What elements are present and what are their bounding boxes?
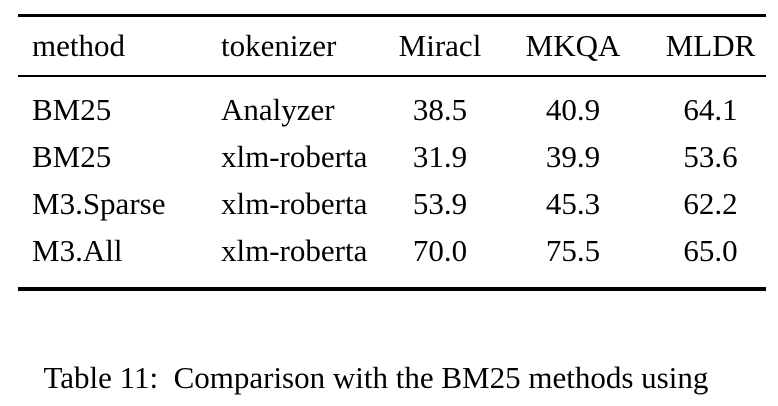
cell-tokenizer: xlm-roberta — [221, 232, 368, 268]
header-cell-miracl: Miracl — [375, 15, 505, 77]
cell-mldr: 62.2 — [683, 185, 738, 221]
cell-method: BM25 — [32, 91, 112, 127]
cell-method: BM25 — [32, 138, 112, 174]
cell-method: M3.All — [32, 232, 123, 268]
caption-line-1: Table 11: Comparison with the BM25 metho… — [43, 360, 709, 395]
cell-mkqa: 75.5 — [545, 232, 601, 268]
header-cell-mkqa: MKQA — [505, 15, 641, 77]
results-table: method tokenizer Miracl MKQA MLDR BM25 A… — [18, 14, 766, 291]
cell-mldr: 65.0 — [683, 232, 738, 268]
cell-mldr: 64.1 — [683, 91, 738, 127]
cell-miracl: 53.9 — [412, 185, 468, 221]
table-row: BM25 xlm-roberta 31.9 39.9 53.6 — [18, 133, 766, 180]
table-header-row: method tokenizer Miracl MKQA MLDR — [18, 15, 766, 77]
cell-method: M3.Sparse — [32, 185, 166, 221]
header-cell-method: method — [18, 15, 207, 77]
cell-miracl: 31.9 — [412, 138, 468, 174]
cell-miracl: 70.0 — [412, 232, 468, 268]
cell-tokenizer: Analyzer — [221, 91, 335, 127]
table-row: M3.All xlm-roberta 70.0 75.5 65.0 — [18, 227, 766, 289]
cell-mldr: 53.6 — [683, 138, 738, 174]
table-row: M3.Sparse xlm-roberta 53.9 45.3 62.2 — [18, 180, 766, 227]
table-row: BM25 Analyzer 38.5 40.9 64.1 — [18, 76, 766, 133]
cell-miracl: 38.5 — [412, 91, 468, 127]
cell-mkqa: 39.9 — [545, 138, 601, 174]
cell-mkqa: 45.3 — [545, 185, 601, 221]
header-cell-tokenizer: tokenizer — [207, 15, 375, 77]
cell-tokenizer: xlm-roberta — [221, 185, 368, 221]
table-caption: Table 11: Comparison with the BM25 metho… — [13, 318, 769, 406]
cell-mkqa: 40.9 — [545, 91, 601, 127]
header-cell-mldr: MLDR — [641, 15, 766, 77]
cell-tokenizer: xlm-roberta — [221, 138, 368, 174]
